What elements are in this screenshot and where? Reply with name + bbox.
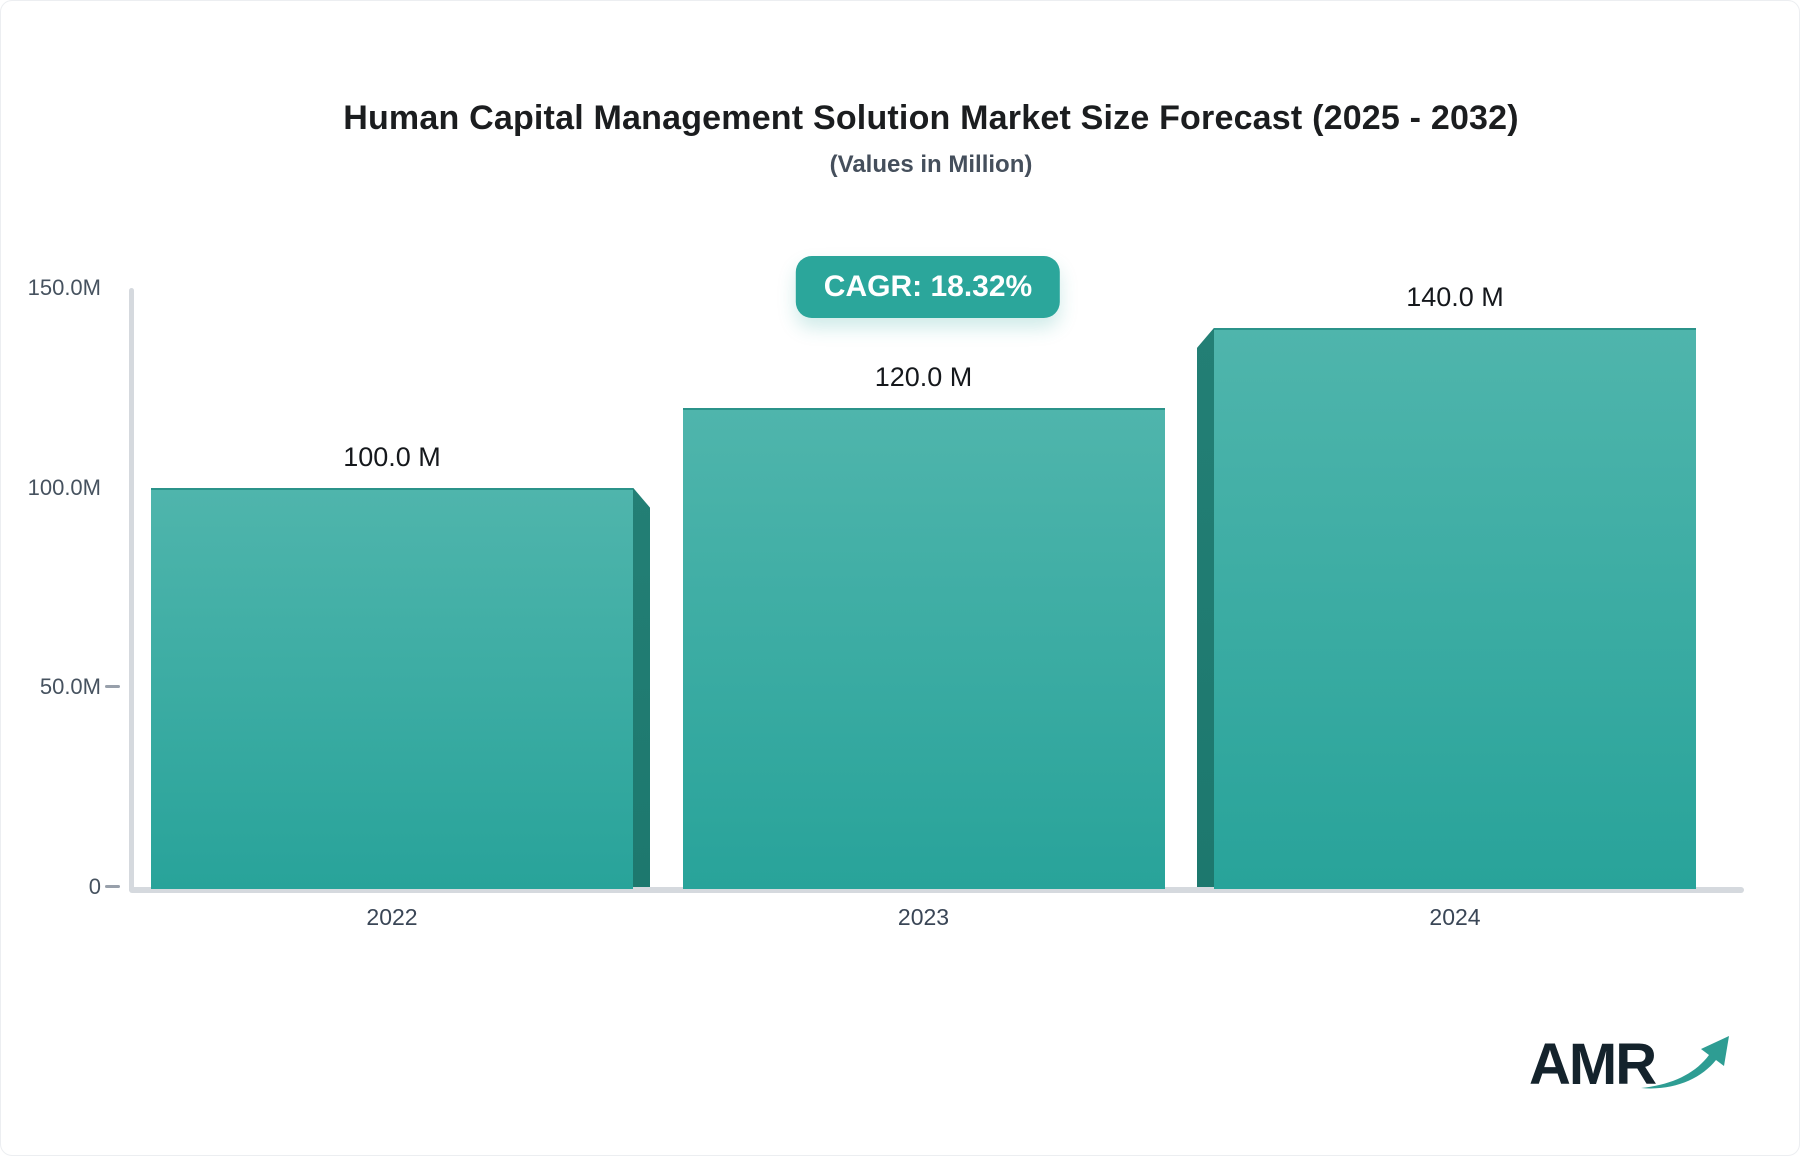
cagr-badge: CAGR: 18.32% [795, 256, 1061, 318]
x-axis-label: 2024 [1429, 904, 1481, 930]
bar-2024 [1214, 327, 1696, 889]
x-axis-label: 2022 [366, 904, 418, 930]
y-tick-mark [105, 685, 120, 689]
bar-side-shadow [633, 487, 650, 887]
x-axis-line [129, 887, 1744, 893]
bar-value-label: 140.0 M [1406, 281, 1504, 312]
x-axis-label: 2023 [897, 904, 950, 930]
y-tick-mark [105, 885, 120, 888]
chart-title: Human Capital Management Solution Market… [343, 99, 1519, 137]
bar-value-label: 120.0 M [874, 361, 973, 392]
y-axis-label: 50.0M [39, 674, 101, 700]
amr-logo-text: AMR [1529, 1032, 1657, 1097]
y-axis-line [129, 288, 134, 892]
y-axis-label: 150.0M [27, 275, 101, 300]
bar-2023 [682, 407, 1165, 889]
y-axis-label: 100.0M [27, 474, 101, 500]
y-axis-label: 0 [88, 874, 101, 899]
amr-logo: AMR [1529, 1031, 1731, 1098]
growth-arrow-icon [1641, 1035, 1730, 1088]
bar-value-label: 100.0 M [343, 441, 441, 472]
bar-2022 [151, 487, 633, 889]
bar-side-shadow [1197, 327, 1214, 887]
chart-subtitle: (Values in Million) [829, 151, 1033, 178]
